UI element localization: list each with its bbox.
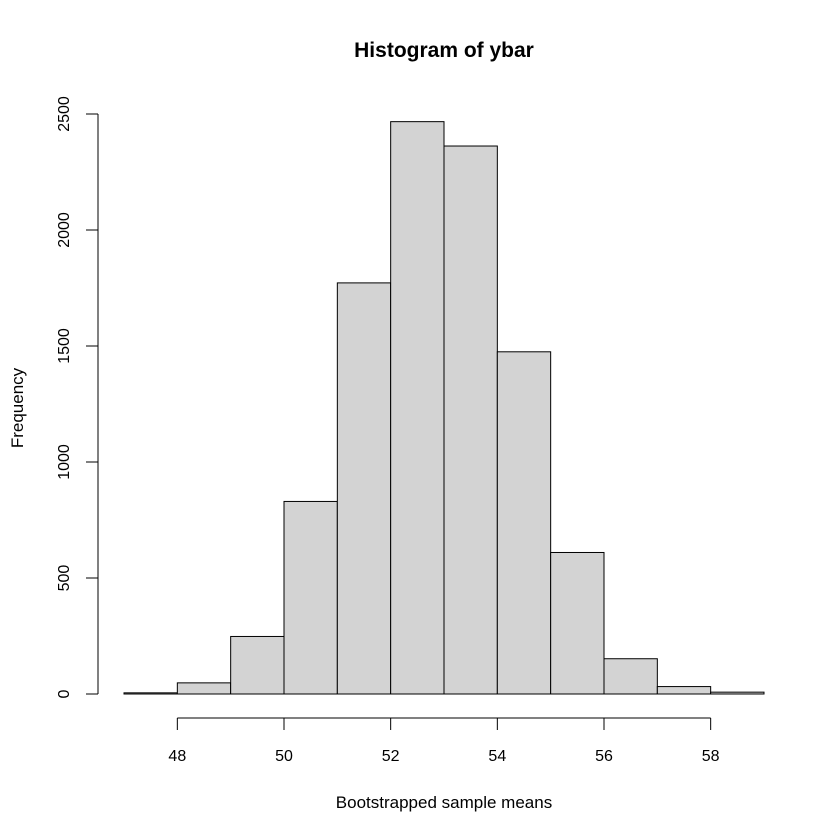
histogram-bar-12 [710,691,765,695]
histogram-bar-4 [283,500,338,695]
histogram-bar-10 [603,658,658,695]
histogram-bar-1 [123,692,178,695]
y-tick-label: 2500 [56,96,73,132]
x-tick-label: 50 [275,748,293,765]
y-tick-label: 1000 [56,444,73,480]
histogram-bars [123,121,765,695]
histogram-bar-7 [443,145,498,695]
histogram-bar-11 [656,686,712,695]
y-tick-label: 0 [56,689,73,698]
histogram-bar-9 [550,551,605,695]
histogram-bar-8 [496,351,552,695]
y-tick-label: 1500 [56,328,73,364]
x-tick-label: 52 [382,748,400,765]
histogram-bar-3 [230,635,285,695]
histogram-bar-6 [390,121,445,695]
y-tick-label: 2000 [56,212,73,248]
y-axis-label: Frequency [8,367,27,448]
x-tick-label: 56 [595,748,613,765]
y-tick-label: 500 [56,565,73,592]
x-tick-label: 54 [488,748,506,765]
x-tick-label: 48 [168,748,186,765]
y-axis: 0 500 1000 1500 2000 2500 [56,96,99,698]
chart-title: Histogram of ybar [354,39,534,62]
x-axis-label: Bootstrapped sample means [336,793,552,812]
histogram-bar-5 [336,282,392,695]
x-tick-label: 58 [702,748,720,765]
x-axis: 48 50 52 54 56 58 [168,717,720,765]
histogram-bar-2 [176,682,232,695]
